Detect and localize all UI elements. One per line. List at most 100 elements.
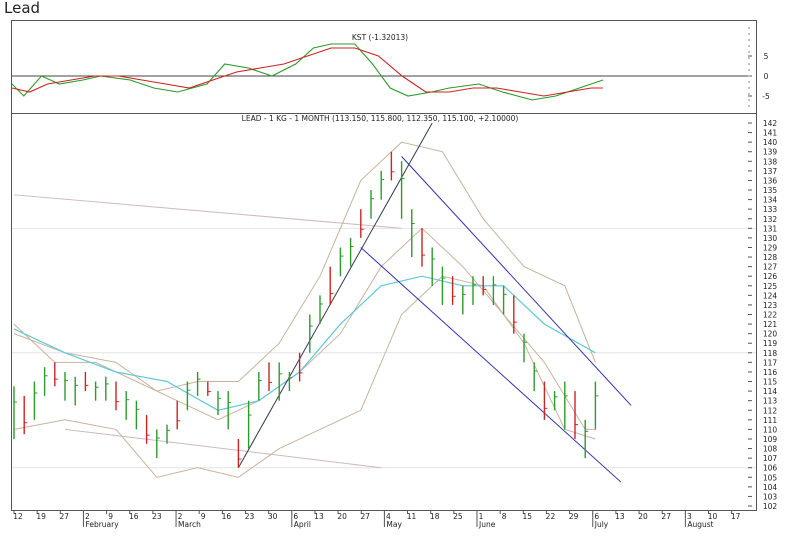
trend-line — [401, 156, 632, 406]
price-ytick-label: 133 — [763, 205, 778, 214]
chart-frame — [11, 20, 757, 511]
faint-trend-line — [13, 194, 402, 229]
x-tick-label: 25 — [453, 512, 463, 521]
x-tick-label: 20 — [638, 512, 648, 521]
x-tick-label: 2 — [85, 512, 90, 521]
price-ytick-label: 114 — [763, 387, 778, 396]
price-ytick-label: 113 — [763, 397, 778, 406]
price-ytick-label: 130 — [763, 234, 778, 243]
x-tick-label: 13 — [615, 512, 625, 521]
price-ytick-label: 108 — [763, 445, 778, 454]
price-ytick-label: 109 — [763, 435, 778, 444]
price-ytick-label: 138 — [763, 157, 778, 166]
x-tick-label: 15 — [523, 512, 533, 521]
x-tick-label: 9 — [108, 512, 113, 521]
kst-title: KST (-1.32013) — [352, 33, 408, 42]
price-ytick-label: 134 — [763, 196, 778, 205]
trend-line — [237, 122, 433, 468]
price-ytick-label: 122 — [763, 311, 778, 320]
faint-trend-line — [64, 428, 382, 469]
x-tick-label: 2 — [178, 512, 183, 521]
moving-average-line — [13, 275, 596, 411]
price-panel: 1421411401391381371361351341331321311301… — [12, 119, 777, 511]
x-tick-label: 1 — [479, 512, 484, 521]
price-ytick-label: 129 — [763, 243, 778, 252]
x-tick-label: 13 — [314, 512, 324, 521]
price-ytick-label: 137 — [763, 167, 778, 176]
price-ytick-label: 119 — [763, 339, 778, 348]
month-label: June — [478, 520, 496, 529]
price-ytick-label: 123 — [763, 301, 778, 310]
trend-line — [360, 247, 622, 483]
x-tick-label: 4 — [386, 512, 391, 521]
upper-band-line — [13, 141, 596, 392]
price-ytick-label: 127 — [763, 263, 778, 272]
page-title: Lead — [4, 0, 41, 17]
price-ytick-label: 107 — [763, 454, 778, 463]
price-ytick-label: 121 — [763, 320, 778, 329]
x-tick-label: 18 — [430, 512, 440, 521]
price-ytick-label: 106 — [763, 464, 778, 473]
price-ytick-label: 117 — [763, 358, 778, 367]
price-ytick-label: 132 — [763, 215, 778, 224]
x-tick-label: 29 — [569, 512, 579, 521]
price-ytick-label: 118 — [763, 349, 778, 358]
price-ytick-label: 115 — [763, 378, 778, 387]
price-ytick-label: 125 — [763, 282, 778, 291]
price-ytick-label: 104 — [763, 483, 778, 492]
month-label: August — [687, 520, 713, 529]
lower-band-line — [13, 275, 596, 478]
x-tick-label: 20 — [337, 512, 347, 521]
kst-ytick-label: -5 — [762, 92, 770, 101]
kst-panel: 5 0 -5 — [11, 27, 770, 107]
x-tick-label: 3 — [687, 512, 692, 521]
x-tick-label: 6 — [594, 512, 599, 521]
price-ytick-label: 128 — [763, 253, 778, 262]
price-title: LEAD - 1 KG - 1 MONTH (113.150, 115.800,… — [242, 114, 519, 123]
x-tick-label: 9 — [201, 512, 206, 521]
kst-ytick-label: 5 — [764, 52, 769, 61]
month-label: July — [594, 520, 609, 529]
x-tick-label: 27 — [60, 512, 70, 521]
x-tick-label: 12 — [13, 512, 23, 521]
price-ytick-label: 111 — [763, 416, 778, 425]
kst-ytick-label: 0 — [764, 72, 769, 81]
month-label: April — [294, 520, 311, 529]
x-tick-label: 23 — [245, 512, 255, 521]
x-tick-label: 19 — [36, 512, 46, 521]
price-ytick-label: 131 — [763, 224, 778, 233]
x-axis: 12 19 27 2 9 16 23 2 9 16 23 30 6 13 20 27 4 11 18 25 1 8 15 22… — [11, 510, 757, 529]
price-ytick-label: 126 — [763, 272, 778, 281]
price-ytick-label: 142 — [763, 119, 778, 128]
price-ytick-label: 105 — [763, 473, 778, 482]
month-label: May — [386, 520, 402, 529]
x-tick-label: 16 — [222, 512, 232, 521]
price-ytick-label: 141 — [763, 129, 778, 138]
kst-series-signal-line — [11, 47, 603, 97]
x-tick-label: 8 — [502, 512, 507, 521]
x-tick-label: 6 — [293, 512, 298, 521]
x-tick-label: 27 — [360, 512, 370, 521]
price-ytick-label: 135 — [763, 186, 778, 195]
x-tick-label: 23 — [152, 512, 162, 521]
x-tick-label: 11 — [407, 512, 417, 521]
price-ytick-label: 112 — [763, 406, 778, 415]
x-tick-label: 17 — [731, 512, 741, 521]
x-tick-label: 10 — [708, 512, 718, 521]
price-ytick-label: 120 — [763, 330, 778, 339]
price-ytick-label: 139 — [763, 148, 778, 157]
price-ytick-label: 140 — [763, 138, 778, 147]
price-ytick-label: 136 — [763, 176, 778, 185]
month-label: March — [178, 520, 201, 529]
month-label: February — [85, 520, 119, 529]
price-ytick-label: 110 — [763, 425, 778, 434]
price-ytick-label: 116 — [763, 368, 778, 377]
price-ytick-label: 102 — [763, 502, 778, 511]
x-tick-label: 30 — [268, 512, 278, 521]
x-tick-label: 27 — [661, 512, 671, 521]
x-tick-label: 16 — [129, 512, 139, 521]
price-ytick-label: 103 — [763, 492, 778, 501]
x-tick-label: 22 — [546, 512, 556, 521]
price-ytick-label: 124 — [763, 291, 778, 300]
